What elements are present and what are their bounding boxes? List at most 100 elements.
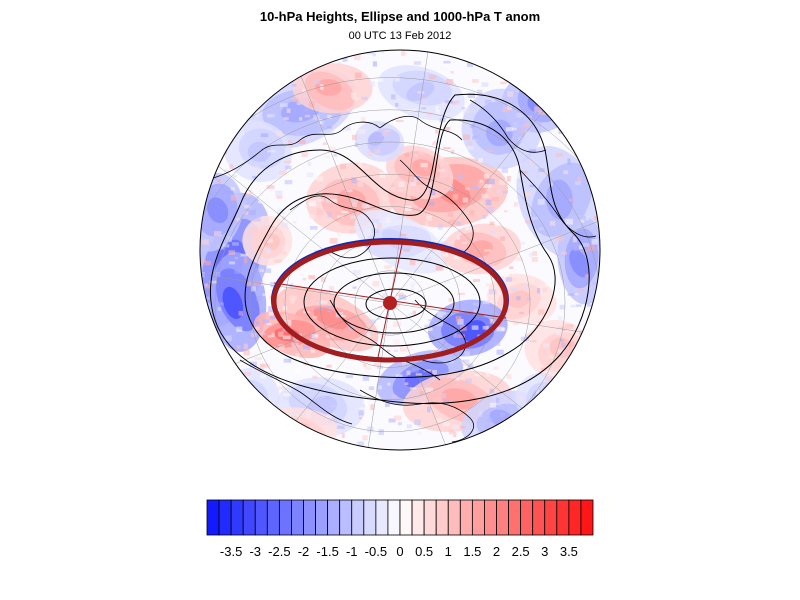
- colorbar-cell: [484, 499, 497, 536]
- anomaly-speckle: [483, 314, 490, 318]
- anomaly-speckle: [330, 405, 337, 408]
- anomaly-speckle: [484, 99, 492, 104]
- anomaly-patch: [313, 307, 348, 330]
- anomaly-speckle: [225, 188, 233, 194]
- anomaly-speckle: [453, 332, 457, 338]
- anomaly-speckle: [342, 345, 347, 349]
- anomaly-speckle: [457, 318, 464, 325]
- anomaly-speckle: [565, 218, 574, 225]
- anomaly-speckle: [574, 293, 579, 296]
- anomaly-speckle: [394, 349, 398, 352]
- colorbar-cell: [266, 499, 280, 536]
- anomaly-speckle: [243, 211, 249, 215]
- anomaly-speckle: [366, 430, 372, 434]
- meridian-line: [389, 302, 600, 352]
- anomaly-speckle: [489, 230, 496, 235]
- anomaly-speckle: [523, 279, 527, 282]
- anomaly-speckle: [276, 130, 282, 136]
- colorbar-cell: [520, 499, 534, 536]
- anomaly-speckle: [561, 251, 568, 255]
- anomaly-speckle: [525, 220, 532, 224]
- anomaly-speckle: [456, 221, 460, 224]
- anomaly-speckle: [268, 306, 273, 312]
- anomaly-speckle: [399, 233, 407, 236]
- anomaly-speckle: [500, 236, 505, 241]
- anomaly-speckle: [386, 349, 391, 352]
- colorbar-tick-label: 3.5: [559, 544, 578, 559]
- anomaly-speckle: [512, 121, 519, 128]
- anomaly-speckle: [467, 363, 473, 369]
- anomaly-speckle: [378, 385, 383, 390]
- anomaly-speckle: [398, 294, 407, 300]
- anomaly-speckle: [367, 151, 372, 156]
- anomaly-speckle: [498, 179, 506, 185]
- anomaly-speckle: [472, 302, 480, 306]
- anomaly-speckle: [514, 202, 518, 207]
- anomaly-speckle: [372, 307, 380, 314]
- anomaly-speckle: [372, 218, 380, 223]
- anomaly-speckle: [580, 219, 585, 223]
- anomaly-speckle: [268, 312, 274, 316]
- anomaly-speckle: [320, 276, 326, 283]
- anomaly-speckle: [337, 232, 342, 237]
- anomaly-speckle: [382, 197, 390, 202]
- anomaly-speckle: [204, 260, 211, 266]
- anomaly-speckle: [462, 197, 469, 203]
- anomaly-speckle: [440, 65, 444, 70]
- anomaly-speckle: [528, 149, 537, 153]
- anomaly-speckle: [512, 127, 517, 131]
- anomaly-speckle: [510, 278, 517, 282]
- anomaly-speckle: [257, 188, 262, 194]
- colorbar-cell: [218, 499, 232, 536]
- anomaly-speckle: [357, 345, 362, 351]
- anomaly-speckle: [534, 280, 540, 284]
- anomaly-speckle: [567, 341, 575, 347]
- colorbar-tick-label: -1: [345, 544, 358, 559]
- colorbar-tick-label: 0: [396, 544, 404, 559]
- anomaly-speckle: [304, 294, 312, 301]
- anomaly-speckle: [278, 331, 284, 337]
- anomaly-speckle: [461, 107, 466, 110]
- colorbar-cell: [532, 499, 546, 536]
- anomaly-speckle: [276, 208, 285, 215]
- height-contour: [333, 272, 455, 334]
- anomaly-speckle: [215, 272, 221, 278]
- anomaly-speckle: [253, 216, 261, 222]
- anomaly-speckle: [394, 302, 401, 307]
- anomaly-speckle: [427, 406, 431, 413]
- anomaly-speckle: [317, 301, 324, 305]
- anomaly-speckle: [260, 165, 269, 168]
- anomaly-speckle: [489, 402, 496, 408]
- anomaly-speckle: [408, 312, 415, 316]
- ellipse-center-marker: [383, 296, 397, 310]
- coastline-segment: [519, 169, 597, 238]
- anomaly-speckle: [500, 81, 507, 85]
- anomaly-patch: [466, 240, 493, 258]
- anomaly-speckle: [236, 326, 243, 332]
- anomaly-speckle: [424, 324, 432, 329]
- anomaly-speckle: [495, 220, 500, 227]
- anomaly-speckle: [448, 297, 452, 302]
- anomaly-speckle: [584, 274, 589, 277]
- anomaly-speckle: [252, 175, 256, 179]
- coastline-segment: [289, 195, 375, 259]
- anomaly-speckle: [417, 91, 425, 94]
- meridian-line: [389, 50, 439, 304]
- anomaly-speckle: [398, 181, 405, 188]
- anomaly-speckle: [418, 261, 424, 265]
- anomaly-speckle: [314, 214, 322, 220]
- anomaly-speckle: [467, 224, 472, 230]
- anomaly-speckle: [426, 112, 433, 117]
- meridian-line: [389, 302, 508, 450]
- anomaly-speckle: [282, 251, 287, 255]
- anomaly-speckle: [467, 141, 472, 146]
- anomaly-speckle: [450, 58, 457, 63]
- anomaly-speckle: [381, 132, 389, 137]
- coastline-segment: [469, 99, 547, 153]
- anomaly-speckle: [518, 129, 526, 133]
- anomaly-speckle: [320, 84, 324, 90]
- anomaly-speckle: [552, 292, 561, 298]
- anomaly-speckle: [293, 336, 299, 342]
- anomaly-speckle: [435, 110, 441, 114]
- anomaly-speckle: [455, 316, 462, 322]
